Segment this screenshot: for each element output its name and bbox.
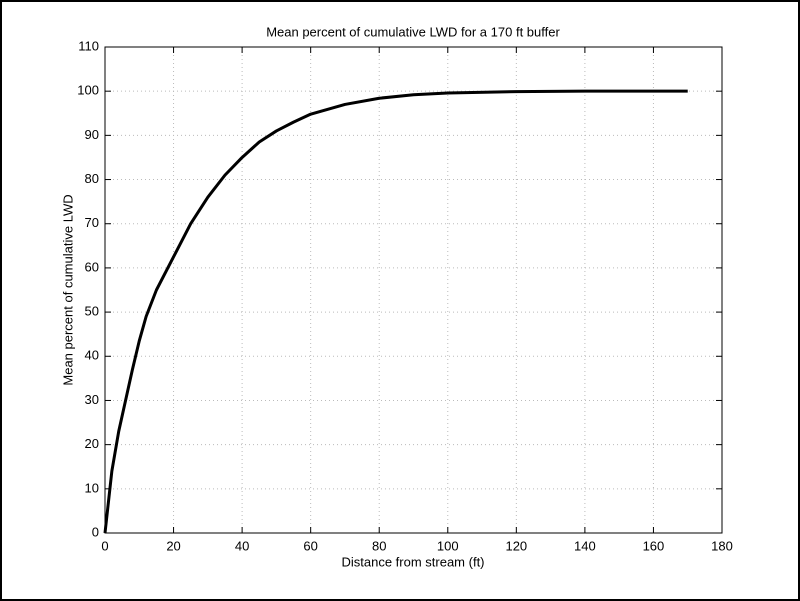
y-tick-label: 0 <box>92 524 99 539</box>
y-tick-label: 90 <box>85 127 99 142</box>
y-tick-label: 30 <box>85 392 99 407</box>
y-tick-label: 50 <box>85 304 99 319</box>
x-tick-label: 120 <box>505 538 527 553</box>
x-tick-label: 160 <box>643 538 665 553</box>
y-axis-label: Mean percent of cumulative LWD <box>60 194 75 385</box>
y-tick-label: 20 <box>85 436 99 451</box>
y-tick-label: 110 <box>78 38 99 53</box>
y-tick-label: 80 <box>85 171 99 186</box>
x-tick-label: 100 <box>437 538 459 553</box>
x-tick-label: 180 <box>711 538 733 553</box>
x-tick-label: 60 <box>303 538 317 553</box>
x-tick-label: 20 <box>166 538 180 553</box>
x-tick-label: 40 <box>235 538 249 553</box>
y-tick-label: 70 <box>85 215 99 230</box>
y-tick-label: 60 <box>85 259 99 274</box>
x-tick-label: 80 <box>372 538 386 553</box>
data-line <box>103 89 688 534</box>
x-axis-label: Distance from stream (ft) <box>341 554 484 569</box>
x-tick-label: 140 <box>574 538 596 553</box>
y-tick-label: 100 <box>77 83 99 98</box>
plot-box <box>104 46 723 534</box>
y-tick-label: 40 <box>85 348 99 363</box>
y-tick-label: 10 <box>85 480 99 495</box>
x-tick-label: 0 <box>101 538 108 553</box>
chart-title: Mean percent of cumulative LWD for a 170… <box>266 24 560 39</box>
